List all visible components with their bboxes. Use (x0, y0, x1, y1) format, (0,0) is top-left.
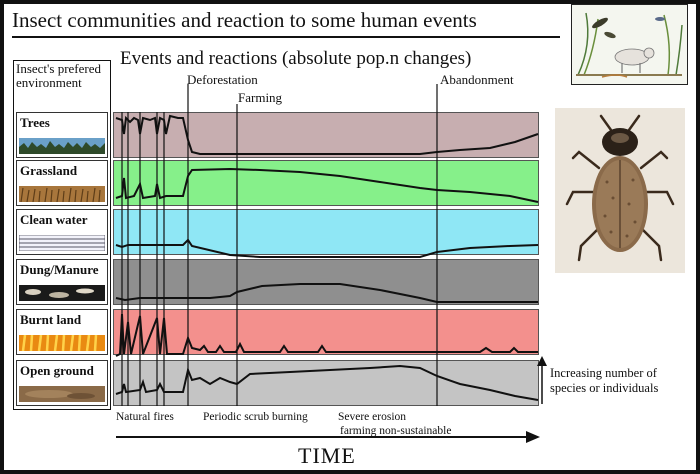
landscape-inset (571, 4, 688, 85)
label-farming-non-sustainable: farming non-sustainable (340, 425, 452, 437)
band-open-ground (113, 360, 539, 406)
row-label-trees: Trees (16, 112, 108, 158)
row-label-text: Open ground (20, 363, 94, 378)
label-periodic-scrub-burning: Periodic scrub burning (203, 411, 308, 423)
event-farming: Farming (238, 90, 283, 105)
increase-note-line-2: species or individuals (550, 381, 659, 395)
curve-clean-water (115, 238, 539, 258)
trees-thumbnail-icon (19, 138, 105, 154)
open-ground-thumbnail-icon (19, 386, 105, 402)
fire-thumbnail-icon (19, 335, 105, 351)
label-severe-erosion: Severe erosion (338, 411, 407, 423)
figure-title: Insect communities and reaction to some … (12, 8, 477, 32)
title-underline (12, 36, 560, 38)
increase-arrow-head-icon (537, 356, 547, 366)
dung-thumbnail-icon (19, 285, 105, 301)
time-axis-label: TIME (298, 443, 356, 468)
figure-subtitle: Events and reactions (absolute pop.n cha… (120, 48, 472, 69)
row-label-text: Grassland (20, 163, 78, 178)
row-label-grassland: Grassland (16, 160, 108, 206)
row-label-burnt-land: Burnt land (16, 309, 108, 355)
row-label-dung: Dung/Manure (16, 259, 108, 305)
curve-burnt-land (115, 313, 538, 357)
row-label-text: Trees (20, 115, 50, 130)
row-label-text: Dung/Manure (20, 262, 99, 277)
event-deforestation: Deforestation (187, 72, 258, 87)
band-burnt-land (113, 309, 539, 355)
curve-trees (115, 114, 539, 155)
increase-note: Increasing number of species or individu… (550, 366, 658, 396)
curve-dung (115, 283, 538, 303)
time-arrow-head-icon (526, 431, 540, 443)
environment-legend-box (13, 60, 111, 410)
landscape-sketch-icon (572, 5, 686, 83)
label-natural-fires: Natural fires (116, 411, 174, 423)
row-label-text: Burnt land (20, 312, 82, 327)
increase-note-line-1: Increasing number of (550, 366, 657, 380)
row-label-text: Clean water (20, 212, 88, 227)
environment-header: Insect's prefered environment (16, 61, 101, 90)
curve-open-ground (115, 364, 539, 401)
curve-grassland (115, 167, 539, 203)
row-label-open-ground: Open ground (16, 360, 108, 406)
event-abandonment: Abandonment (440, 72, 514, 87)
water-thumbnail-icon (19, 235, 105, 251)
band-grassland (113, 160, 539, 206)
beetle-photo (555, 108, 685, 273)
beetle-icon (555, 108, 685, 273)
row-label-clean-water: Clean water (16, 209, 108, 255)
grassland-thumbnail-icon (19, 186, 105, 202)
